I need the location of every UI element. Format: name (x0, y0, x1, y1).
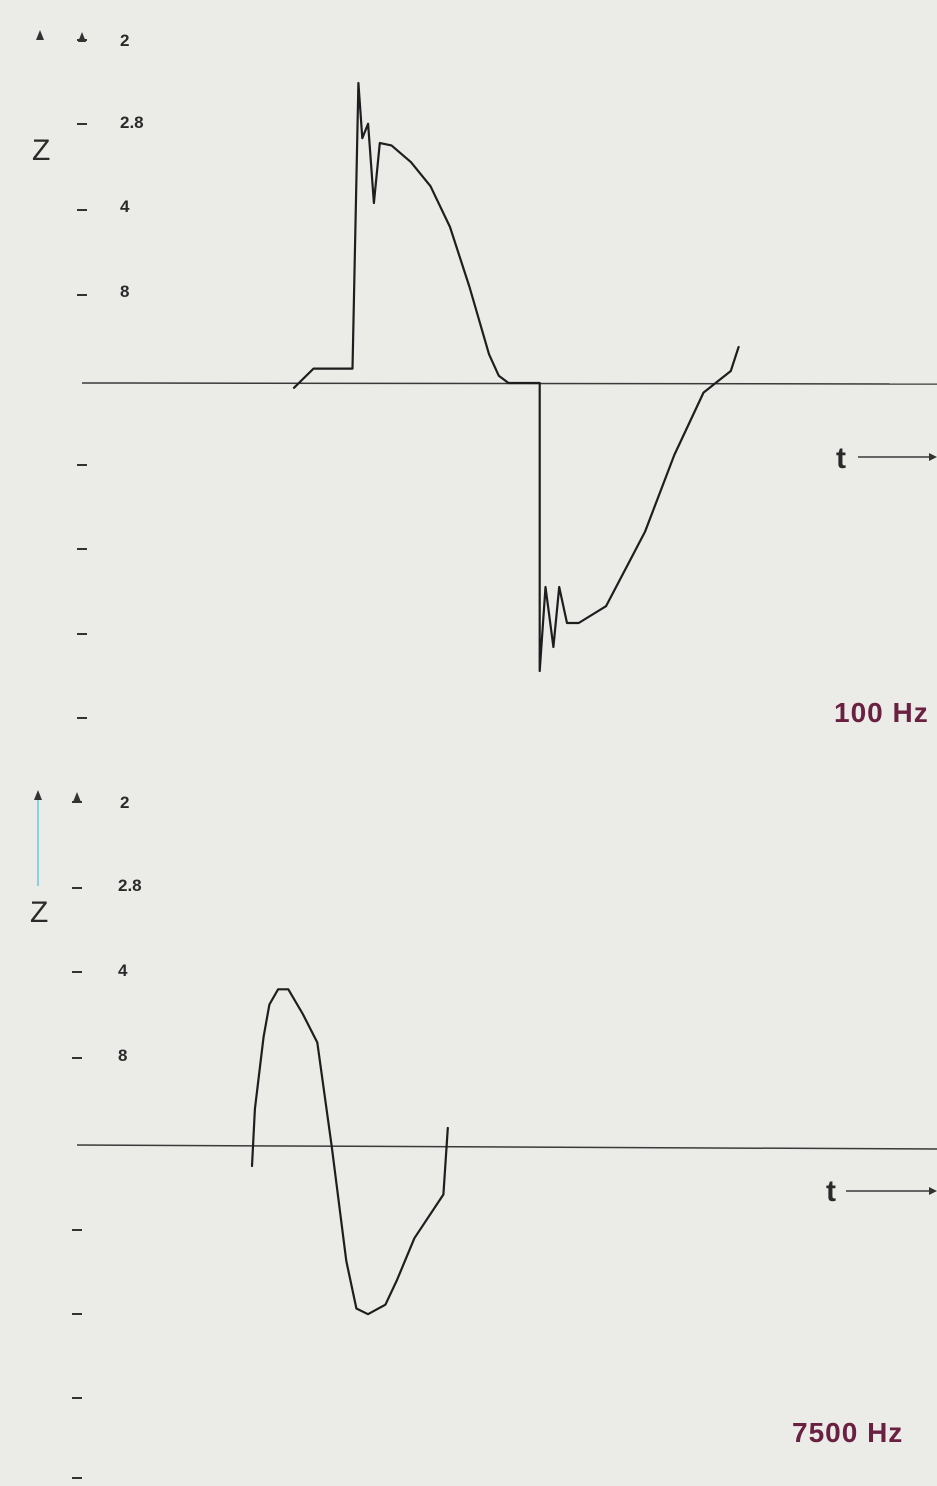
arrow-up-icon (34, 790, 42, 800)
waveform-curve (292, 81, 740, 673)
y-axis-arrow-icon (73, 792, 81, 802)
frequency-label: 7500 Hz (792, 1417, 903, 1448)
y-tick-label: 8 (118, 1046, 127, 1065)
arrow-right-icon (929, 453, 937, 461)
y-tick-label: 4 (120, 197, 130, 216)
series-line (250, 988, 449, 1316)
z-axis-arrow (36, 30, 44, 118)
arrow-right-icon (929, 1187, 937, 1195)
y-tick-label: 2 (120, 793, 129, 812)
arrow-up-icon (36, 30, 44, 40)
t-axis-label: t (836, 442, 846, 475)
zero-line (76, 1144, 937, 1150)
y-ticks (77, 39, 87, 719)
y-tick-label: 8 (120, 282, 129, 301)
chart-7500hz: Z 2 2.8 4 8 t 7500 Hz (30, 790, 937, 1482)
t-axis-label: t (826, 1175, 836, 1208)
y-tick-label: 2 (120, 31, 129, 50)
y-ticks (72, 801, 82, 1479)
z-axis-label: Z (30, 896, 48, 929)
chart-100hz: Z 2 2.8 4 8 t 100 Hz (32, 30, 937, 732)
series-line (292, 81, 740, 673)
y-tick-label: 2.8 (118, 876, 142, 895)
t-axis-indicator: t (836, 442, 937, 475)
z-axis-label: Z (32, 134, 50, 167)
t-axis-indicator: t (826, 1175, 937, 1208)
z-axis-arrow (34, 790, 42, 886)
frequency-label: 100 Hz (834, 697, 929, 728)
y-tick-label: 4 (118, 961, 128, 980)
y-tick-label: 2.8 (120, 113, 144, 132)
waveform-curve (250, 988, 449, 1316)
